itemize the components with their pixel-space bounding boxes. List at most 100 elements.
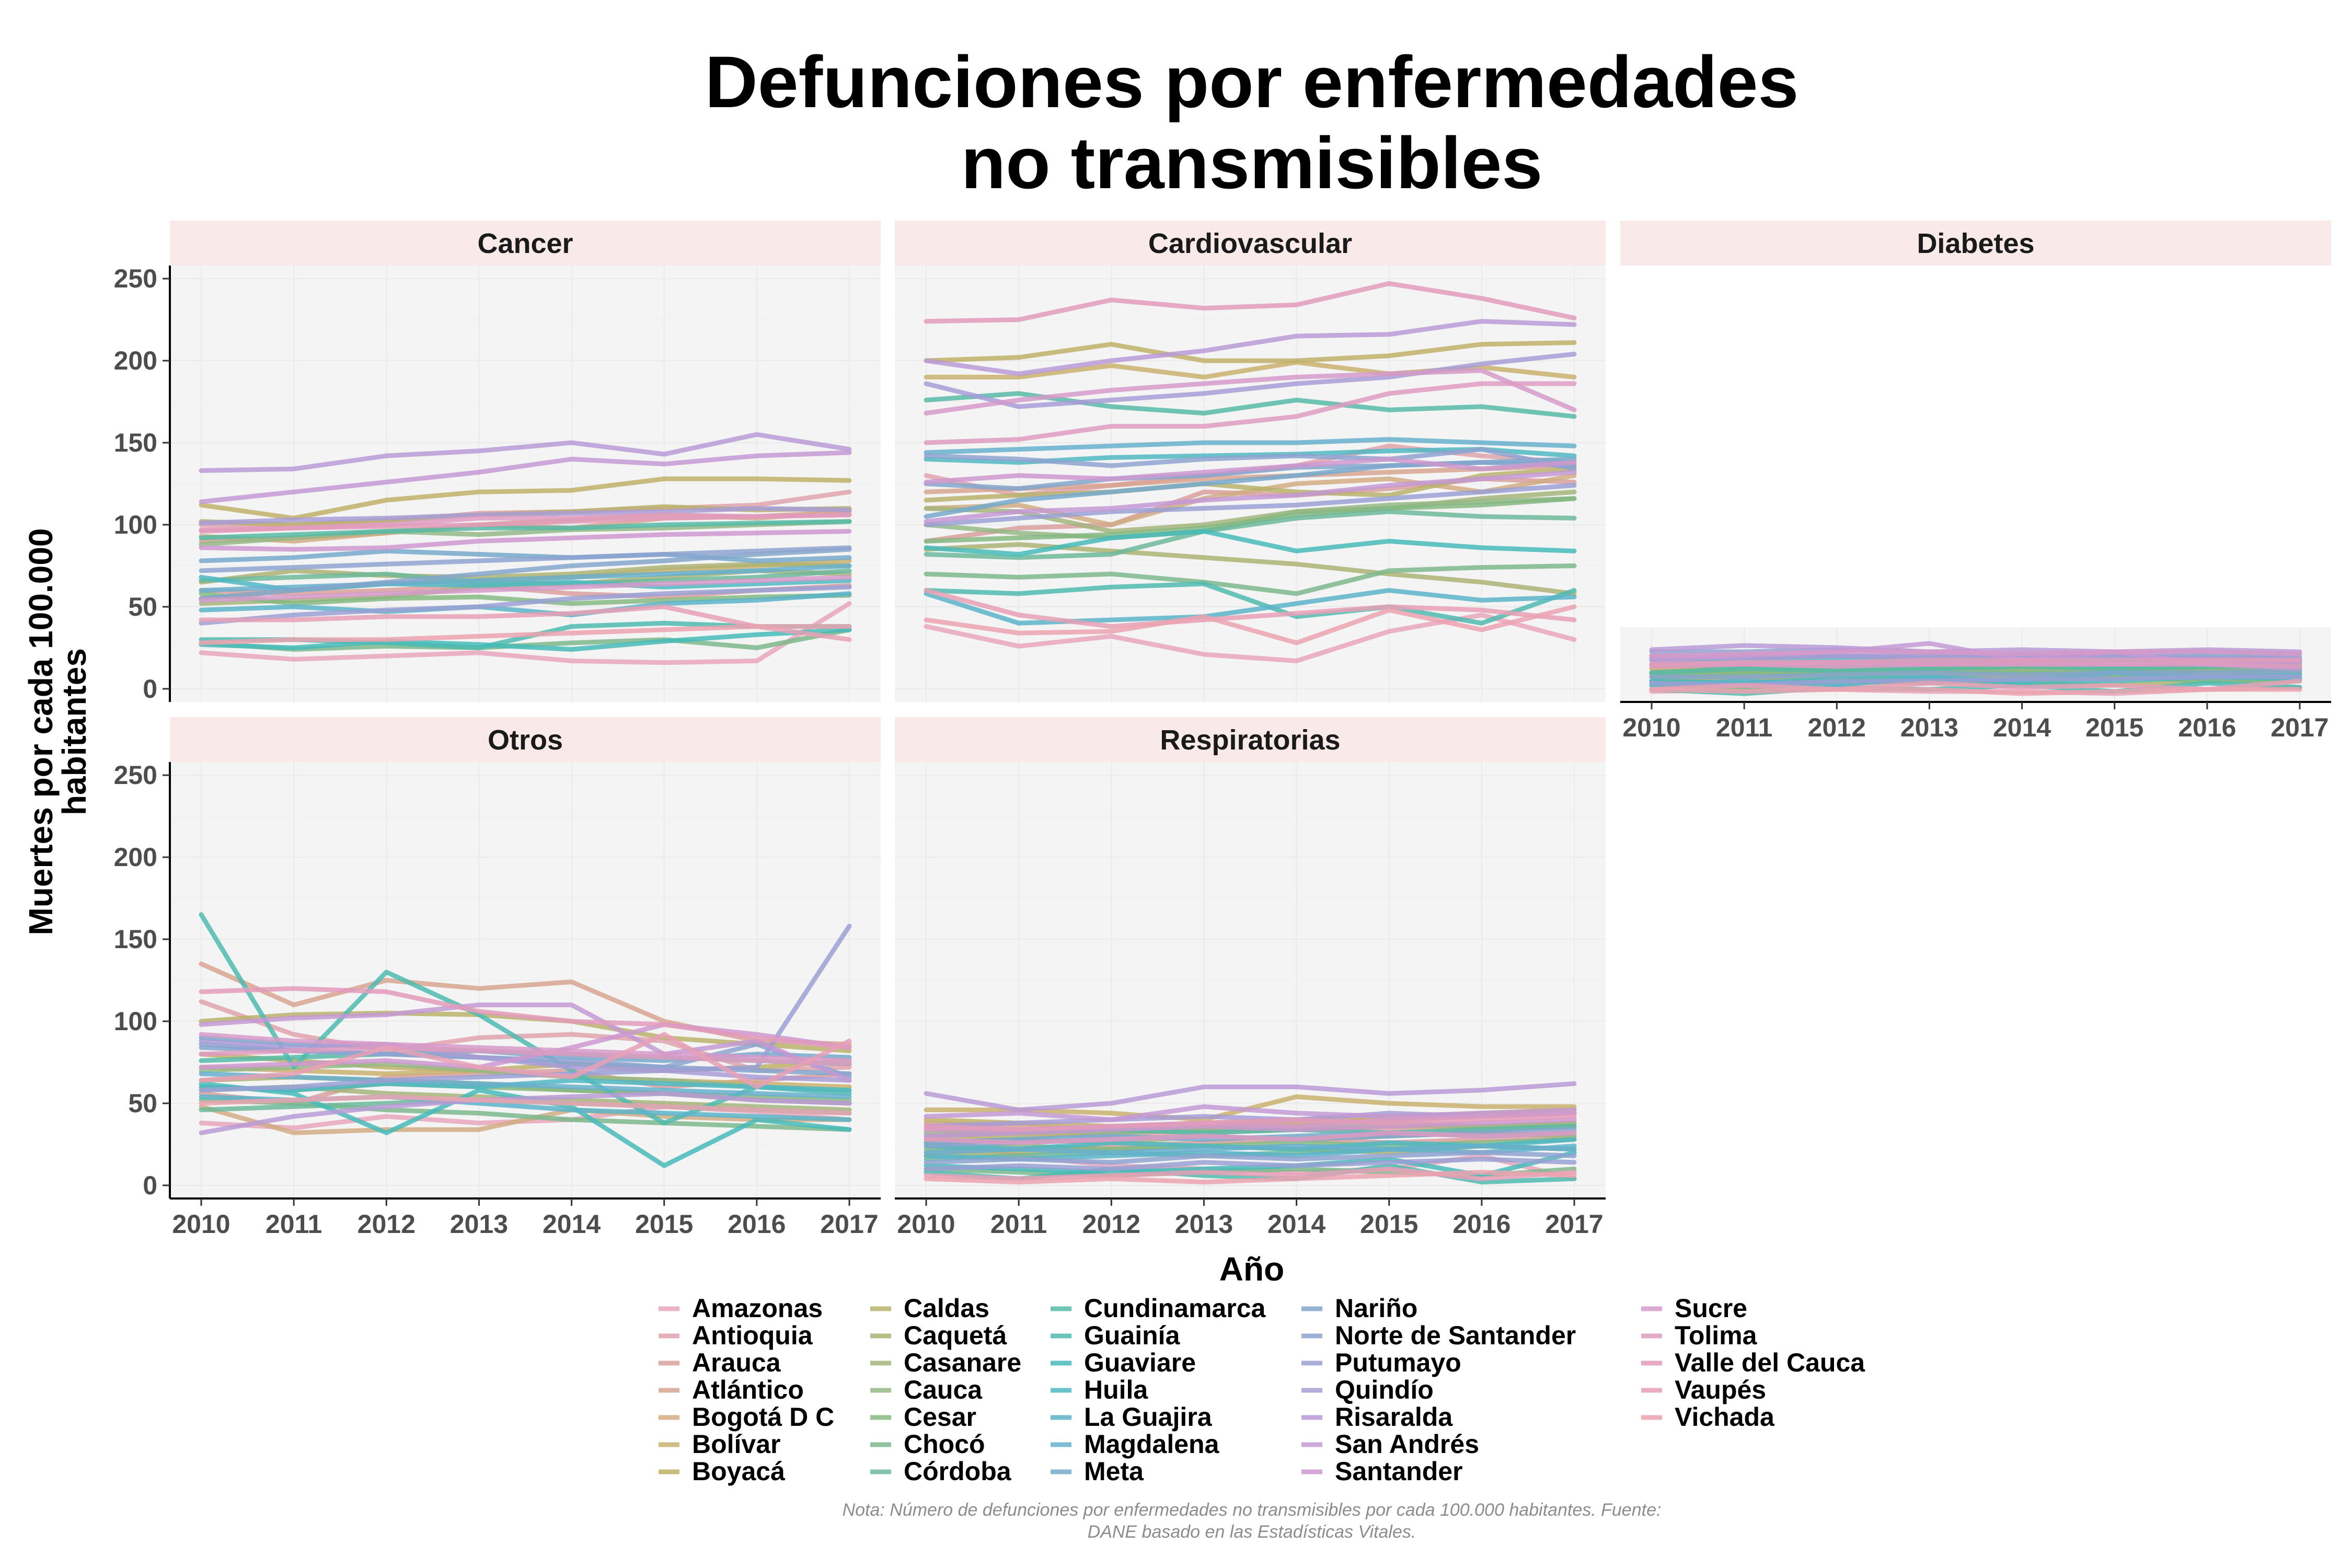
series-line-narino xyxy=(924,460,1577,491)
legend-item-cordoba: Córdoba xyxy=(870,1457,1012,1486)
y-axis-ticks: 0 50 100 150 200 250 xyxy=(114,760,170,1200)
x-tick-label: 2017 xyxy=(2270,713,2328,742)
legend-item-quindio: Quindío xyxy=(1301,1375,1434,1404)
x-axis-ticks: 2010 2011 2012 2013 2014 2015 2016 2017 xyxy=(172,1198,879,1239)
series-line-vaupes xyxy=(199,604,852,642)
series-line-quindio xyxy=(924,352,1577,409)
series-line-san-andres xyxy=(924,1104,1577,1122)
series-lines xyxy=(924,1081,1577,1185)
legend-label: Cesar xyxy=(904,1402,976,1432)
series-line-putumayo xyxy=(199,584,852,626)
facet-strip-label: Diabetes xyxy=(1917,228,2034,259)
legend-label: Caldas xyxy=(904,1294,989,1323)
legend-item-boyaca: Boyacá xyxy=(659,1457,785,1486)
series-line-narino xyxy=(199,547,852,601)
facet-strip xyxy=(170,717,881,762)
series-line-vaupes xyxy=(199,1032,852,1089)
series-line-santander xyxy=(924,456,1577,485)
legend-item-cauca: Cauca xyxy=(870,1375,983,1404)
legend-label: Chocó xyxy=(904,1429,985,1459)
legend-item-vaupes: Vaupés xyxy=(1641,1375,1766,1404)
legend-item-vichada: Vichada xyxy=(1641,1402,1775,1432)
legend-label: Guainía xyxy=(1084,1321,1181,1350)
y-tick-label: 50 xyxy=(128,1089,157,1118)
x-axis-ticks: 2010 2011 2012 2013 2014 2015 2016 2017 xyxy=(1622,702,2329,742)
series-line-cundinamarca xyxy=(199,519,852,540)
legend-label: Putumayo xyxy=(1335,1348,1461,1377)
series-line-vichada xyxy=(924,604,1577,645)
series-line-cesar xyxy=(199,591,852,606)
legend-item-la-guajira: La Guajira xyxy=(1051,1402,1213,1432)
series-lines xyxy=(199,912,852,1168)
legend-label: Córdoba xyxy=(904,1457,1012,1486)
facet-strip-label: Respiratorias xyxy=(1160,724,1340,756)
legend-label: La Guajira xyxy=(1084,1402,1213,1432)
facet-panels: Cancer 0 50 100 150 200 250 Cardiovascular Diabe… xyxy=(114,221,2331,1239)
x-tick-label: 2010 xyxy=(1622,713,1680,742)
facet-diabetes: Diabetes 2010 2011 2012 2013 2014 2015 2016 2017 xyxy=(1620,221,2331,742)
legend-item-cundinamarca: Cundinamarca xyxy=(1051,1294,1266,1323)
series-line-quindio xyxy=(199,506,852,526)
series-line-putumayo xyxy=(924,1157,1577,1171)
legend-label: Boyacá xyxy=(692,1457,785,1486)
legend-label: Caquetá xyxy=(904,1321,1007,1350)
series-line-norte-de-santander xyxy=(924,447,1577,471)
series-lines xyxy=(924,281,1577,663)
legend-label: Vichada xyxy=(1675,1402,1775,1432)
x-tick-label: 2016 xyxy=(728,1209,786,1239)
facet-strip xyxy=(895,221,1606,266)
series-line-vaupes xyxy=(924,588,1577,629)
series-line-sucre xyxy=(199,574,852,603)
series-line-guaviare xyxy=(199,627,852,652)
chart-title-line-2: no transmisibles xyxy=(961,122,1543,204)
series-line-magdalena xyxy=(199,1071,852,1099)
x-tick-label: 2011 xyxy=(990,1209,1047,1239)
legend-item-narino: Nariño xyxy=(1301,1294,1417,1323)
series-line-norte-de-santander xyxy=(199,545,852,573)
series-line-cordoba xyxy=(924,509,1577,560)
x-tick-label: 2012 xyxy=(1082,1209,1140,1239)
legend-label: Tolima xyxy=(1675,1321,1758,1350)
legend-item-amazonas: Amazonas xyxy=(659,1294,823,1323)
series-line-quindio xyxy=(1649,653,2302,661)
facet-strip xyxy=(1620,221,2331,266)
legend-item-caldas: Caldas xyxy=(870,1294,989,1323)
series-line-narino xyxy=(1649,668,2302,679)
legend-label: Amazonas xyxy=(692,1294,823,1323)
series-line-santander xyxy=(924,1117,1577,1139)
legend-item-santander: Santander xyxy=(1301,1457,1463,1486)
legend-item-bolivar: Bolívar xyxy=(659,1429,781,1459)
legend-label: Cundinamarca xyxy=(1084,1294,1266,1323)
y-tick-label: 150 xyxy=(114,428,157,457)
series-line-risaralda xyxy=(199,432,852,473)
chart-title-line-1: Defunciones por enfermedades xyxy=(705,41,1799,123)
x-tick-label: 2013 xyxy=(1175,1209,1233,1239)
legend-item-putumayo: Putumayo xyxy=(1301,1348,1461,1377)
series-line-valle-del-cauca xyxy=(1649,658,2302,667)
legend-item-choco: Chocó xyxy=(870,1429,985,1459)
legend-label: Meta xyxy=(1084,1457,1144,1486)
series-lines xyxy=(1649,641,2302,696)
y-tick-label: 200 xyxy=(114,346,157,375)
legend-item-magdalena: Magdalena xyxy=(1051,1429,1220,1459)
legend-label: Vaupés xyxy=(1675,1375,1766,1404)
legend-label: Sucre xyxy=(1675,1294,1747,1323)
legend-label: Huila xyxy=(1084,1375,1148,1404)
series-line-caqueta xyxy=(199,561,852,585)
series-line-magdalena xyxy=(924,1144,1577,1155)
series-line-cesar xyxy=(924,496,1577,544)
x-tick-label: 2012 xyxy=(358,1209,416,1239)
y-axis-ticks: 0 50 100 150 200 250 xyxy=(114,264,170,704)
series-lines xyxy=(199,432,852,665)
legend-item-norte-de-santander: Norte de Santander xyxy=(1301,1321,1576,1350)
y-tick-label: 250 xyxy=(114,760,157,790)
series-line-vichada xyxy=(199,624,852,645)
legend-label: Quindío xyxy=(1335,1375,1434,1404)
legend-item-valle-del-cauca: Valle del Cauca xyxy=(1641,1348,1865,1377)
series-line-tolima xyxy=(924,1130,1577,1145)
x-tick-label: 2017 xyxy=(820,1209,878,1239)
series-line-norte-de-santander xyxy=(924,1150,1577,1165)
